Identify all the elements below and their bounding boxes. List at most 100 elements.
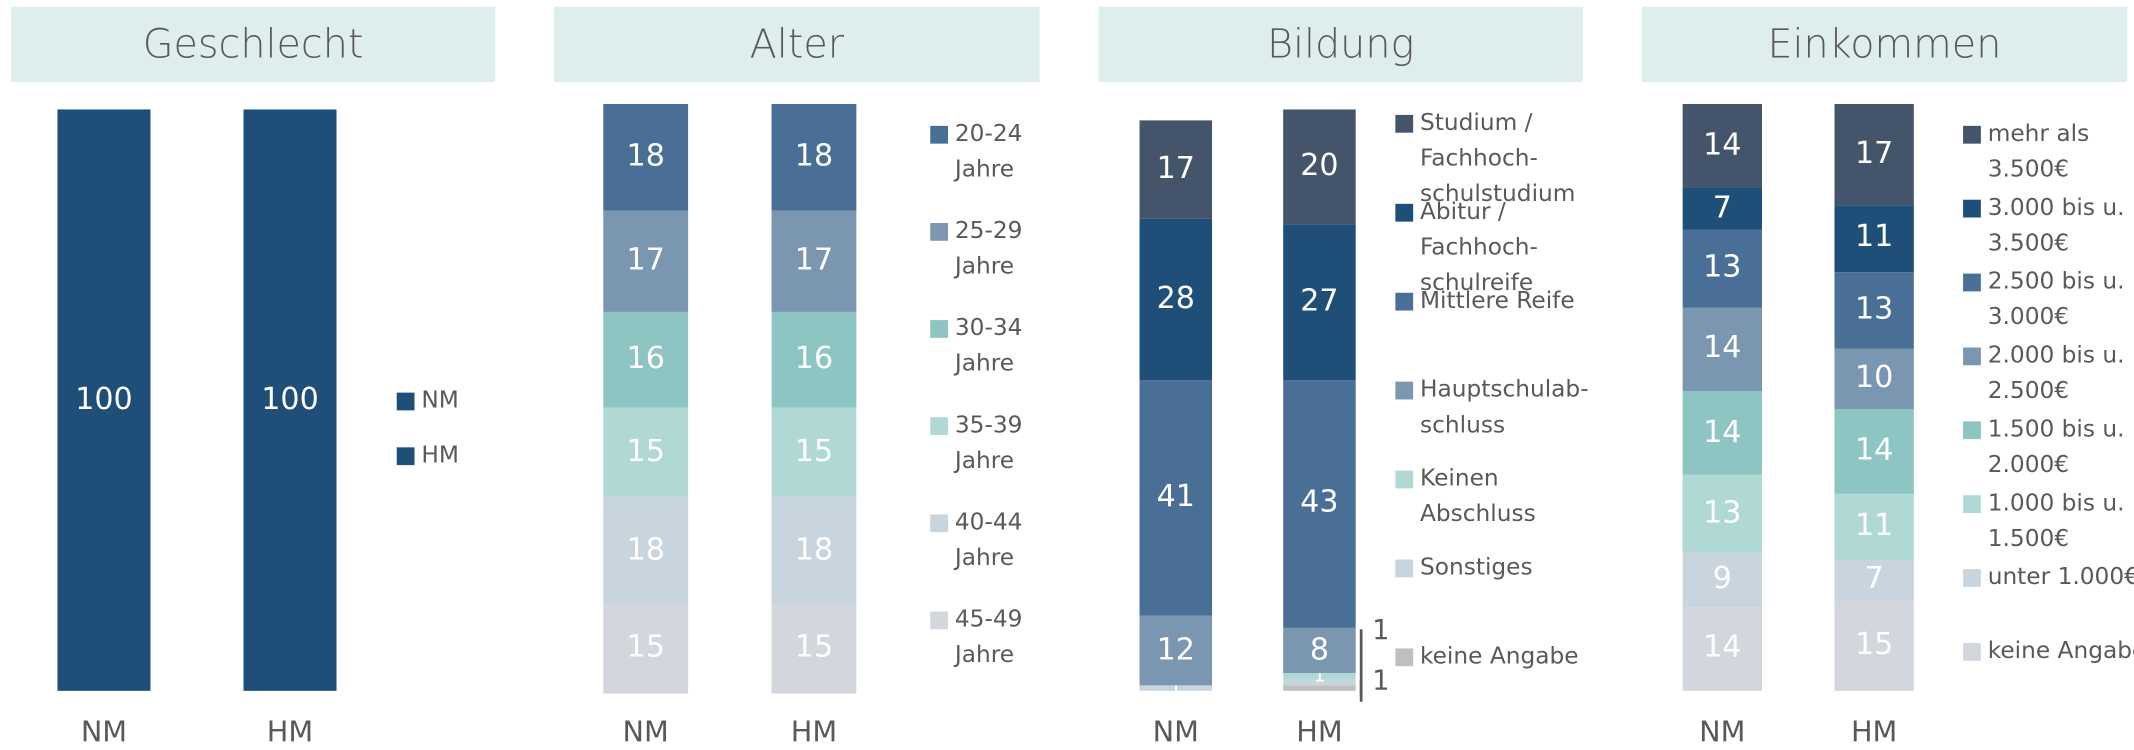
data-label: 1: [1372, 612, 1390, 646]
bar-segment: 17: [771, 211, 857, 313]
legend-label: keine Angabe: [1987, 637, 2134, 665]
legend-label: 2.500 bis u. 3.000€: [1987, 268, 2125, 332]
data-label: 7: [1864, 562, 1884, 597]
bar-segment: 27: [1283, 224, 1356, 380]
data-label: 18: [794, 139, 834, 174]
bar-segment: 11: [1834, 493, 1914, 560]
data-label: 16: [794, 342, 834, 377]
bar-segment: 20: [1283, 109, 1356, 225]
bar-segment: 1: [1283, 667, 1356, 686]
legend-swatch: [1395, 559, 1414, 578]
data-label: 17: [1855, 137, 1894, 172]
bar-segment: 18: [771, 497, 857, 605]
bar-segment: 100: [243, 109, 337, 691]
bar-segment: 18: [771, 103, 857, 212]
legend-label: NM: [421, 387, 459, 415]
legend-label: 1.000 bis u. 1.500€: [1987, 489, 2125, 553]
data-label: 11: [1855, 220, 1894, 256]
data-label: 17: [794, 243, 834, 279]
data-label: 15: [1855, 628, 1894, 663]
data-label: 18: [626, 532, 665, 568]
legend-swatch: [930, 514, 949, 533]
bar-segment: 13: [1682, 229, 1762, 308]
legend-swatch: [1963, 569, 1981, 587]
bar-segment: 16: [603, 312, 689, 408]
x-tick-label: NM: [622, 715, 669, 749]
legend-label: 40-44 Jahre: [954, 508, 1023, 572]
bar-segment: 18: [603, 103, 689, 212]
legend-swatch: [396, 447, 415, 466]
legend-label: Hauptschulab-schluss: [1419, 376, 1589, 440]
data-label: 15: [626, 631, 665, 666]
legend-label: 45-49 Jahre: [954, 606, 1023, 669]
data-label: 14: [1703, 415, 1742, 450]
bar-segment: 16: [771, 312, 857, 408]
data-label: 13: [1703, 496, 1742, 531]
data-label: 41: [1156, 480, 1195, 515]
bar-segment: 15: [603, 407, 689, 498]
legend-swatch: [930, 611, 949, 630]
legend-swatch: [1395, 114, 1414, 133]
data-label: 9: [1712, 562, 1732, 597]
legend-label: mehr als 3.500€: [1987, 120, 2090, 184]
bar-segment: 7: [1682, 187, 1762, 230]
bar-segment: 15: [603, 604, 689, 694]
data-label: 8: [1309, 632, 1330, 667]
bar-segment: [1283, 679, 1356, 686]
panel-title: Alter: [554, 6, 1040, 83]
data-label: 14: [1855, 433, 1894, 468]
panel-title: Einkommen: [1641, 6, 2128, 83]
bar-segment: 41: [1139, 379, 1213, 616]
legend-label: keine Angabe: [1419, 642, 1579, 671]
bar-segment: 14: [1834, 409, 1914, 494]
x-tick-label: HM: [790, 715, 838, 749]
legend-label: 3.000 bis u. 3.500€: [1987, 194, 2125, 258]
bar-segment: 100: [57, 109, 151, 691]
legend-swatch: [396, 392, 415, 411]
bar-segment: 14: [1682, 606, 1762, 691]
panel-title: Geschlecht: [10, 6, 496, 83]
legend-swatch: [1395, 470, 1414, 489]
legend-swatch: [1963, 199, 1981, 218]
data-label: 7: [1712, 190, 1732, 226]
legend-label: HM: [421, 441, 459, 470]
legend-label: Abitur / Fachhoch-schulreife: [1419, 198, 1538, 297]
bar-segment: 8: [1283, 627, 1356, 674]
data-label: 10: [1855, 361, 1894, 396]
x-tick-label: NM: [1152, 715, 1199, 749]
legend-swatch: [1963, 495, 1981, 513]
data-label: 100: [261, 382, 319, 417]
bar-segment: 15: [1834, 601, 1914, 691]
legend-swatch: [1963, 273, 1981, 292]
legend-label: 35-39 Jahre: [954, 411, 1023, 475]
x-tick-label: HM: [266, 715, 314, 749]
bar-segment: 9: [1682, 553, 1762, 607]
bar-segment: 17: [1834, 103, 1914, 206]
bar-segment: 14: [1682, 391, 1762, 476]
bar-segment: 14: [1682, 307, 1762, 392]
legend-swatch: [1963, 421, 1981, 440]
bar-segment: 18: [603, 497, 689, 605]
legend-swatch: [1395, 648, 1414, 667]
legend-label: Studium / Fachhoch-schulstudium: [1419, 109, 1576, 208]
data-label: 13: [1703, 250, 1742, 286]
bar-segment: [1283, 685, 1356, 691]
data-label: 28: [1156, 281, 1195, 316]
bar-segment: 12: [1139, 616, 1213, 686]
data-label: 14: [1703, 128, 1742, 163]
data-label: 27: [1300, 284, 1339, 319]
callout-line: [1359, 629, 1362, 696]
data-label: 12: [1156, 632, 1195, 667]
data-label: 43: [1300, 485, 1339, 521]
x-tick-label: HM: [1850, 715, 1898, 749]
bar-segment: 15: [771, 407, 857, 498]
bar-segment: 10: [1834, 349, 1914, 410]
data-label: 11: [1855, 508, 1894, 543]
data-label: 14: [1703, 631, 1742, 666]
legend-label: 25-29 Jahre: [954, 217, 1023, 281]
legend-label: 20-24 Jahre: [954, 120, 1023, 184]
legend-label: unter 1.000€: [1987, 563, 2134, 591]
data-label: 14: [1703, 331, 1742, 366]
panel-title: Bildung: [1098, 6, 1583, 83]
bar-segment: 17: [603, 211, 689, 313]
